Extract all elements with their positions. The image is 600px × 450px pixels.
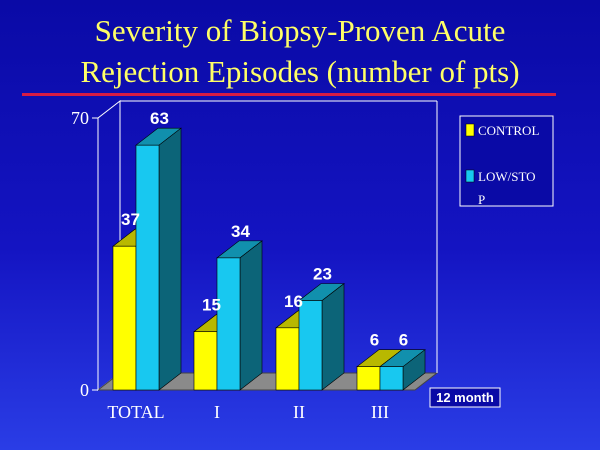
legend-box <box>459 115 554 207</box>
bar-front <box>298 300 323 391</box>
data-label-low-stop-total: 63 <box>150 109 169 128</box>
bar-front <box>112 245 137 391</box>
legend-label-low-stop-line-2: P <box>478 192 485 207</box>
bar-low-stop-total <box>135 127 182 391</box>
period-note-box <box>429 387 501 408</box>
x-tick-label-total: TOTAL <box>107 402 164 422</box>
bar-front <box>275 327 300 391</box>
x-tick-label-iii: III <box>371 402 389 422</box>
bar-side <box>239 240 263 391</box>
data-label-control-ii: 16 <box>284 292 303 311</box>
data-label-low-stop-iii: 6 <box>399 331 408 350</box>
bar-front <box>193 331 218 391</box>
chart-title-line-2: Rejection Episodes (number of pts) <box>80 54 520 89</box>
x-tick-label-i: I <box>214 402 220 422</box>
bar-side <box>158 127 182 391</box>
bar-side <box>321 283 345 391</box>
bars <box>112 127 426 391</box>
data-label-low-stop-i: 34 <box>231 222 250 241</box>
bar-low-stop-ii <box>298 283 345 391</box>
legend-swatch-low-stop <box>465 169 475 183</box>
y-tick-label-max: 70 <box>71 108 89 128</box>
data-label-control-iii: 6 <box>370 331 379 350</box>
bar-front <box>216 257 241 391</box>
period-note: 12 month <box>429 387 501 408</box>
legend-label-control: CONTROL <box>478 123 539 138</box>
plot-frame <box>92 99 439 392</box>
x-tick-label-ii: II <box>293 402 305 422</box>
period-note-text: 12 month <box>436 390 494 405</box>
bar-low-stop-iii <box>379 349 426 391</box>
data-label-control-total: 37 <box>121 210 140 229</box>
data-labels: 37 63 15 34 16 23 6 6 <box>121 109 408 349</box>
bar-low-stop-i <box>216 240 263 391</box>
data-label-low-stop-ii: 23 <box>313 265 332 284</box>
legend-label-low-stop-line-1: LOW/STO <box>478 169 536 184</box>
bar-front <box>379 366 404 391</box>
bar-front <box>135 144 160 391</box>
y-tick-label-zero: 0 <box>80 380 89 400</box>
legend-swatch-control <box>465 123 475 137</box>
chart-title: Severity of Biopsy-Proven Acute Rejectio… <box>0 10 600 92</box>
chart-title-line-1: Severity of Biopsy-Proven Acute <box>94 13 506 48</box>
title-divider <box>22 93 556 96</box>
bar-front <box>356 366 381 391</box>
legend: CONTROL LOW/STO P <box>459 115 554 207</box>
data-label-control-i: 15 <box>202 296 221 315</box>
